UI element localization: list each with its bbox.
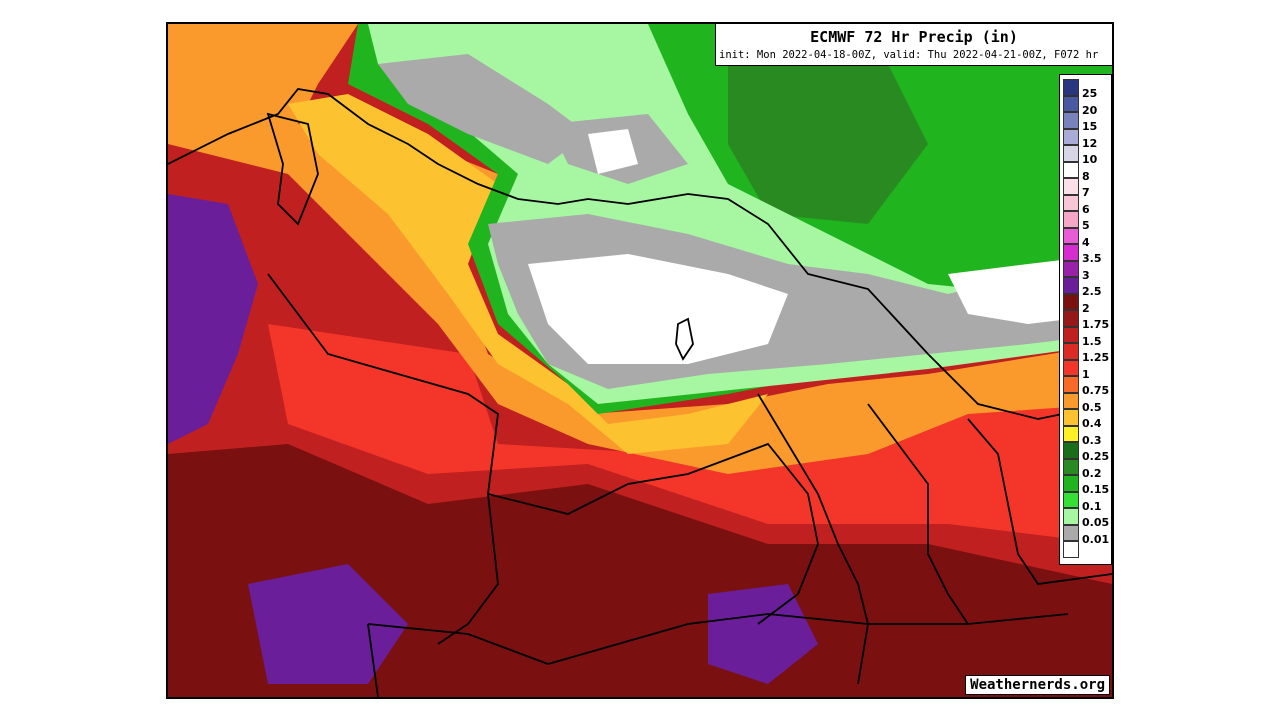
legend-label: 0.2 <box>1082 466 1102 480</box>
precip-grey-north <box>378 54 588 164</box>
coastline-north <box>168 88 1112 420</box>
legend-label: 0.5 <box>1082 400 1102 414</box>
legend-swatch <box>1063 524 1079 541</box>
legend-label: 0.75 <box>1082 384 1110 397</box>
precip-white-north <box>588 129 638 174</box>
legend-label: 10 <box>1082 153 1098 166</box>
border-french-guiana <box>967 418 1112 585</box>
legend-swatch <box>1063 211 1079 228</box>
border-southwest <box>367 623 379 697</box>
legend-label: 5 <box>1082 219 1090 232</box>
legend-swatch <box>1063 442 1079 459</box>
legend-swatch <box>1063 194 1079 211</box>
legend-label: 25 <box>1082 87 1098 100</box>
legend-label: 15 <box>1082 120 1098 133</box>
legend-swatch <box>1063 145 1079 162</box>
border-south <box>367 613 1069 665</box>
map-title: ECMWF 72 Hr Precip (in) <box>810 28 1018 46</box>
precip-purple-south <box>248 564 408 684</box>
legend-label: 1.75 <box>1082 318 1110 331</box>
legend-swatch <box>1063 508 1079 525</box>
legend-label: 20 <box>1082 103 1098 117</box>
lake-guri <box>675 317 694 361</box>
credit-label: Weathernerds.org <box>965 675 1110 695</box>
legend-swatch <box>1063 112 1079 129</box>
title-box: ECMWF 72 Hr Precip (in) init: Mon 2022-0… <box>715 24 1112 66</box>
legend-label: 1 <box>1082 367 1090 381</box>
legend-label: 1.25 <box>1082 351 1110 364</box>
legend-swatch <box>1063 392 1079 409</box>
legend-label: 0.05 <box>1082 516 1110 529</box>
country-borders <box>168 88 1112 697</box>
legend-swatch <box>1063 79 1079 96</box>
legend-label: 3.5 <box>1082 252 1102 265</box>
legend-label: 6 <box>1082 202 1090 216</box>
legend-label: 0.4 <box>1082 417 1102 430</box>
legend-label: 0.1 <box>1082 499 1102 513</box>
precip-yellow-band <box>288 94 768 454</box>
legend-label: 3 <box>1082 268 1090 282</box>
legend-swatch <box>1063 475 1079 492</box>
precip-map: ECMWF 72 Hr Precip (in) init: Mon 2022-0… <box>166 22 1114 699</box>
legend-swatch <box>1063 541 1079 558</box>
color-legend: 25 20 15 12 10 8 7 6 5 4 3.5 3 2.5 2 1.75 1.5 1.25 1 0.75 0… <box>1059 74 1112 565</box>
legend-swatch <box>1063 128 1079 145</box>
legend-swatch <box>1063 244 1079 261</box>
legend-swatch <box>1063 359 1079 376</box>
legend-swatch <box>1063 425 1079 442</box>
precip-map-canvas <box>168 24 1112 697</box>
legend-label: 0.25 <box>1082 450 1110 463</box>
border-suriname <box>867 403 969 625</box>
border-venezuela-brazil <box>487 442 819 625</box>
legend-label: 4 <box>1082 235 1090 249</box>
precip-darkred-south <box>168 444 1112 697</box>
legend-swatch <box>1063 161 1079 178</box>
legend-label: 2.5 <box>1082 285 1102 298</box>
legend-label: 2 <box>1082 301 1090 315</box>
legend-label: 0.15 <box>1082 483 1110 496</box>
legend-label: 12 <box>1082 136 1098 150</box>
legend-swatch <box>1063 326 1079 343</box>
legend-swatch <box>1063 409 1079 426</box>
legend-swatch <box>1063 178 1079 195</box>
legend-swatch <box>1063 376 1079 393</box>
legend-swatch <box>1063 293 1079 310</box>
lake-maracaibo <box>266 112 319 226</box>
legend-label: 7 <box>1082 186 1090 199</box>
legend-swatch <box>1063 458 1079 475</box>
precip-purple-southeast <box>708 584 818 684</box>
legend-swatch <box>1063 260 1079 277</box>
legend-swatch <box>1063 227 1079 244</box>
border-colombia-venezuela <box>267 273 499 645</box>
legend-swatch <box>1063 310 1079 327</box>
legend-swatch <box>1063 491 1079 508</box>
legend-swatch <box>1063 95 1079 112</box>
legend-swatch <box>1063 277 1079 294</box>
legend-label: 0.3 <box>1082 433 1102 447</box>
map-subtitle: init: Mon 2022-04-18-00Z, valid: Thu 202… <box>719 49 1099 61</box>
precip-darkgreen-zone <box>728 64 928 224</box>
precip-purple-west <box>168 194 258 444</box>
precip-red-band <box>268 324 1112 544</box>
legend-label: 8 <box>1082 169 1090 183</box>
legend-label: 1.5 <box>1082 334 1102 348</box>
legend-swatch <box>1063 343 1079 360</box>
legend-label: 0.01 <box>1082 532 1110 546</box>
precip-white-zone <box>528 254 788 364</box>
